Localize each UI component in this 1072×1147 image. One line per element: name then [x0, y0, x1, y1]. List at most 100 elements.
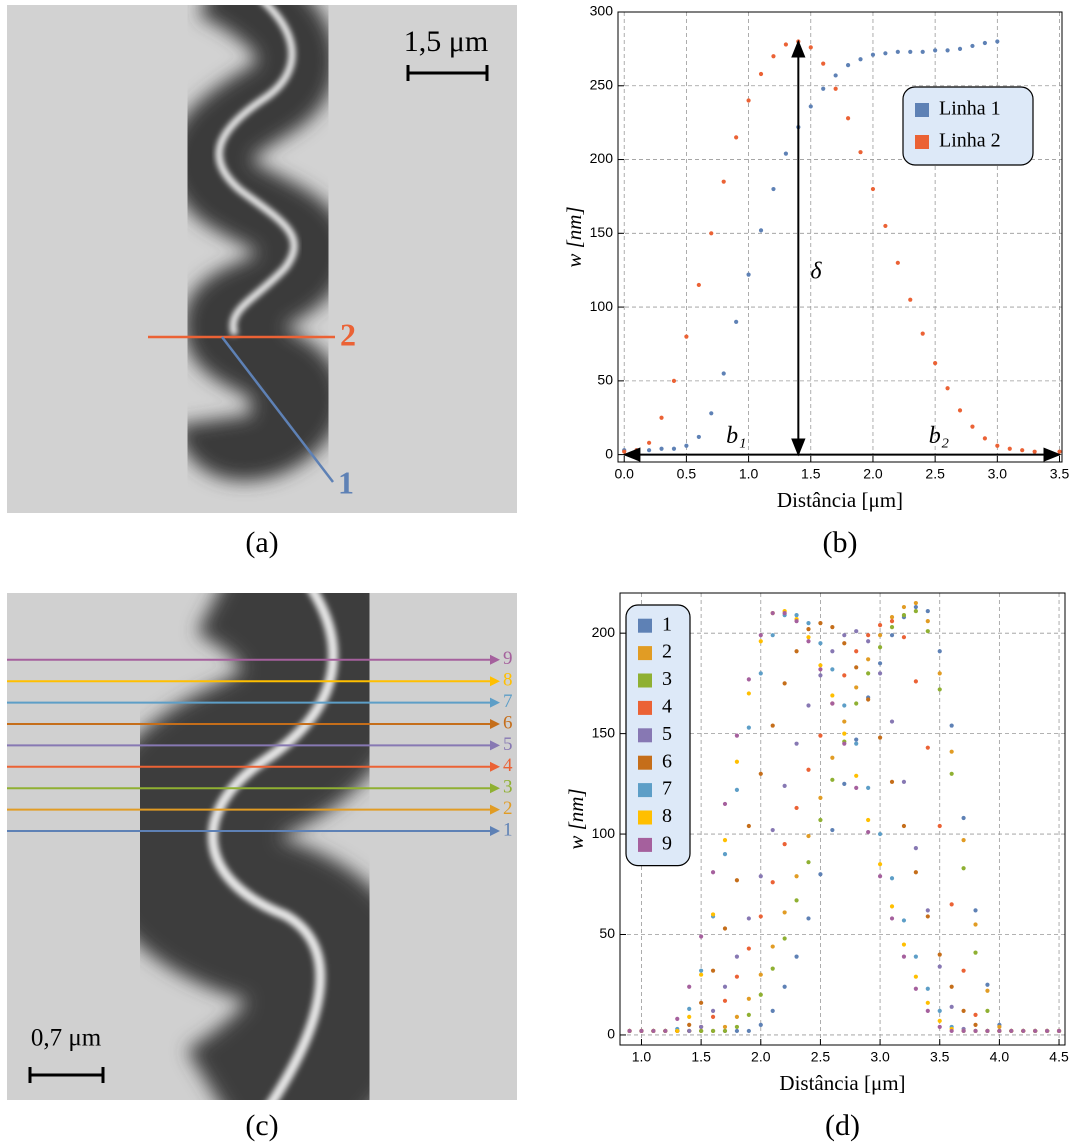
data-point	[842, 719, 847, 724]
data-point	[973, 1028, 978, 1034]
profile-arrowhead	[490, 826, 500, 836]
data-point	[845, 63, 851, 68]
data-point	[985, 1028, 990, 1034]
data-point	[883, 51, 888, 56]
data-point	[734, 1014, 740, 1019]
profile-arrowhead	[490, 783, 500, 794]
data-point	[913, 604, 918, 610]
data-point	[982, 40, 987, 46]
data-point	[651, 1028, 656, 1034]
data-point	[985, 982, 990, 987]
profile-label: 5	[503, 734, 513, 755]
data-point	[734, 878, 740, 883]
data-point	[806, 635, 811, 640]
y-tick-label: 200	[590, 150, 614, 166]
profile-label: 9	[503, 648, 513, 669]
plot-frame	[619, 592, 1066, 1046]
profile-arrowhead	[490, 761, 500, 772]
legend-swatch	[915, 103, 929, 117]
data-point	[818, 795, 823, 801]
data-point	[854, 785, 859, 790]
y-tick-label: 250	[590, 76, 614, 92]
data-point	[663, 1028, 668, 1034]
data-point	[949, 984, 954, 989]
x-tick-label: 0.0	[614, 466, 634, 482]
data-point	[961, 866, 966, 871]
data-point	[973, 1012, 978, 1017]
data-point	[913, 954, 918, 959]
data-point	[734, 974, 740, 979]
data-point	[830, 693, 835, 698]
data-point	[1045, 1028, 1050, 1034]
x-tick-label: 3.5	[1050, 466, 1070, 482]
data-point	[830, 667, 835, 672]
data-point	[818, 673, 823, 678]
data-point	[758, 71, 764, 77]
data-point	[877, 874, 883, 879]
data-point	[889, 904, 895, 909]
data-point	[901, 635, 907, 640]
y-tick-label: 0	[607, 1026, 615, 1042]
data-point	[970, 43, 975, 49]
data-point	[949, 771, 954, 776]
data-point	[937, 964, 942, 969]
data-point	[961, 1028, 966, 1034]
data-point	[699, 972, 704, 977]
data-point	[854, 773, 859, 778]
data-point	[699, 934, 704, 939]
profile-label: 1	[338, 464, 354, 500]
data-point	[794, 649, 799, 654]
data-point	[818, 663, 823, 668]
data-point	[925, 608, 930, 614]
data-point	[687, 1014, 692, 1019]
data-point	[866, 785, 871, 790]
data-point	[709, 411, 714, 416]
data-point	[877, 831, 883, 837]
data-point	[889, 876, 895, 881]
data-point	[889, 779, 895, 784]
data-point	[818, 817, 823, 823]
data-point	[696, 282, 701, 288]
data-point	[877, 661, 883, 666]
micrograph-c	[7, 593, 517, 1100]
data-point	[866, 671, 871, 676]
data-point	[845, 116, 851, 121]
data-point	[889, 633, 895, 638]
legend-swatch	[638, 618, 652, 633]
data-point	[973, 922, 978, 927]
profile-label: 2	[340, 316, 356, 352]
profile-label: 8	[503, 670, 513, 691]
data-point	[877, 735, 883, 740]
data-point	[901, 942, 907, 947]
micrograph-a	[7, 5, 517, 513]
data-point	[782, 984, 787, 989]
data-point	[913, 870, 918, 875]
data-point	[722, 984, 728, 989]
data-point	[722, 1024, 728, 1030]
data-point	[830, 701, 835, 706]
y-axis-label: w [nm]	[564, 788, 588, 849]
plot-frame	[617, 11, 1063, 463]
data-point	[961, 968, 966, 973]
data-point	[866, 657, 871, 662]
data-point	[710, 1028, 716, 1034]
data-point	[734, 759, 740, 764]
data-point	[889, 615, 895, 620]
profile-label: 1	[503, 819, 513, 840]
data-point	[782, 783, 787, 788]
data-point	[957, 46, 963, 51]
data-point	[699, 1028, 704, 1034]
scale-bar-label: 1,5 μm	[404, 25, 488, 58]
profile-arrowhead	[490, 654, 500, 665]
data-point	[854, 685, 859, 690]
data-point	[842, 781, 847, 786]
data-point	[961, 815, 966, 821]
data-point	[985, 1008, 990, 1013]
data-point	[770, 610, 775, 616]
annotation: δ	[810, 259, 822, 285]
data-point	[687, 984, 692, 989]
legend-swatch	[638, 646, 652, 661]
data-point	[806, 833, 811, 839]
data-point	[937, 649, 942, 654]
